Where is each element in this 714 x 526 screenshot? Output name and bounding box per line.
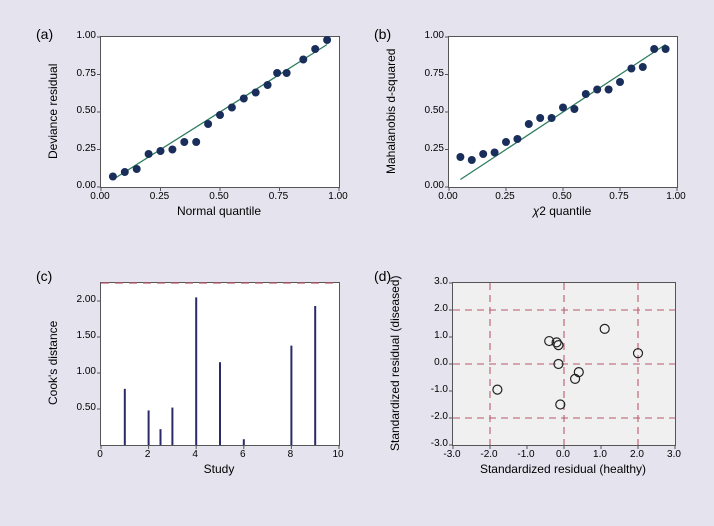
ytick-label: 0.50 — [66, 402, 96, 413]
xtick-label: 0.0 — [551, 449, 575, 460]
xlabel-a: Normal quantile — [100, 204, 338, 218]
xtick-label: 4 — [183, 449, 207, 460]
xtick-label: 0.75 — [267, 191, 291, 202]
xtick-label: 0.50 — [550, 191, 574, 202]
xtick-label: 1.00 — [326, 191, 350, 202]
ytick-label: -1.0 — [418, 384, 448, 395]
ytick-label: 0.00 — [414, 180, 444, 191]
plot-b — [448, 36, 678, 188]
xtick-label: -3.0 — [440, 449, 464, 460]
ytick-label: 0.0 — [418, 357, 448, 368]
xtick-label: 0.75 — [607, 191, 631, 202]
xtick-label: 1.0 — [588, 449, 612, 460]
xtick-label: 8 — [278, 449, 302, 460]
ylabel-a: Deviance residual — [46, 63, 60, 158]
ytick-label: 0.25 — [66, 143, 96, 154]
ytick-label: 1.50 — [66, 330, 96, 341]
ytick-label: -3.0 — [418, 438, 448, 449]
xtick-label: 2.0 — [625, 449, 649, 460]
ytick-label: 2.0 — [418, 303, 448, 314]
xtick-label: 10 — [326, 449, 350, 460]
xtick-label: 0 — [88, 449, 112, 460]
ytick-label: 2.00 — [66, 294, 96, 305]
xlabel-d: Standardized residual (healthy) — [452, 462, 674, 476]
xtick-label: 3.0 — [662, 449, 686, 460]
ytick-label: 0.25 — [414, 143, 444, 154]
ytick-label: 0.00 — [66, 180, 96, 191]
ytick-label: 0.50 — [414, 105, 444, 116]
ytick-label: 3.0 — [418, 276, 448, 287]
xtick-label: 2 — [136, 449, 160, 460]
xtick-label: 0.25 — [148, 191, 172, 202]
plot-d — [452, 282, 676, 446]
xlabel-b: χ2 quantile — [448, 204, 676, 218]
ytick-label: 1.00 — [66, 30, 96, 41]
xtick-label: 0.00 — [436, 191, 460, 202]
xtick-label: 0.00 — [88, 191, 112, 202]
ytick-label: 1.00 — [414, 30, 444, 41]
plot-c — [100, 282, 340, 446]
xlabel-c: Study — [100, 462, 338, 476]
ytick-label: 0.75 — [414, 68, 444, 79]
ylabel-c: Cook's distance — [46, 321, 60, 405]
xtick-label: -1.0 — [514, 449, 538, 460]
ytick-label: 0.75 — [66, 68, 96, 79]
xtick-label: 1.00 — [664, 191, 688, 202]
ytick-label: 0.50 — [66, 105, 96, 116]
plot-a — [100, 36, 340, 188]
ytick-label: 1.00 — [66, 366, 96, 377]
xtick-label: -2.0 — [477, 449, 501, 460]
ylabel-d: Standardized residual (diseased) — [388, 275, 402, 450]
xtick-label: 0.50 — [207, 191, 231, 202]
ytick-label: -2.0 — [418, 411, 448, 422]
ytick-label: 1.0 — [418, 330, 448, 341]
ylabel-b: Mahalanobis d-squared — [384, 48, 398, 173]
xtick-label: 6 — [231, 449, 255, 460]
xtick-label: 0.25 — [493, 191, 517, 202]
